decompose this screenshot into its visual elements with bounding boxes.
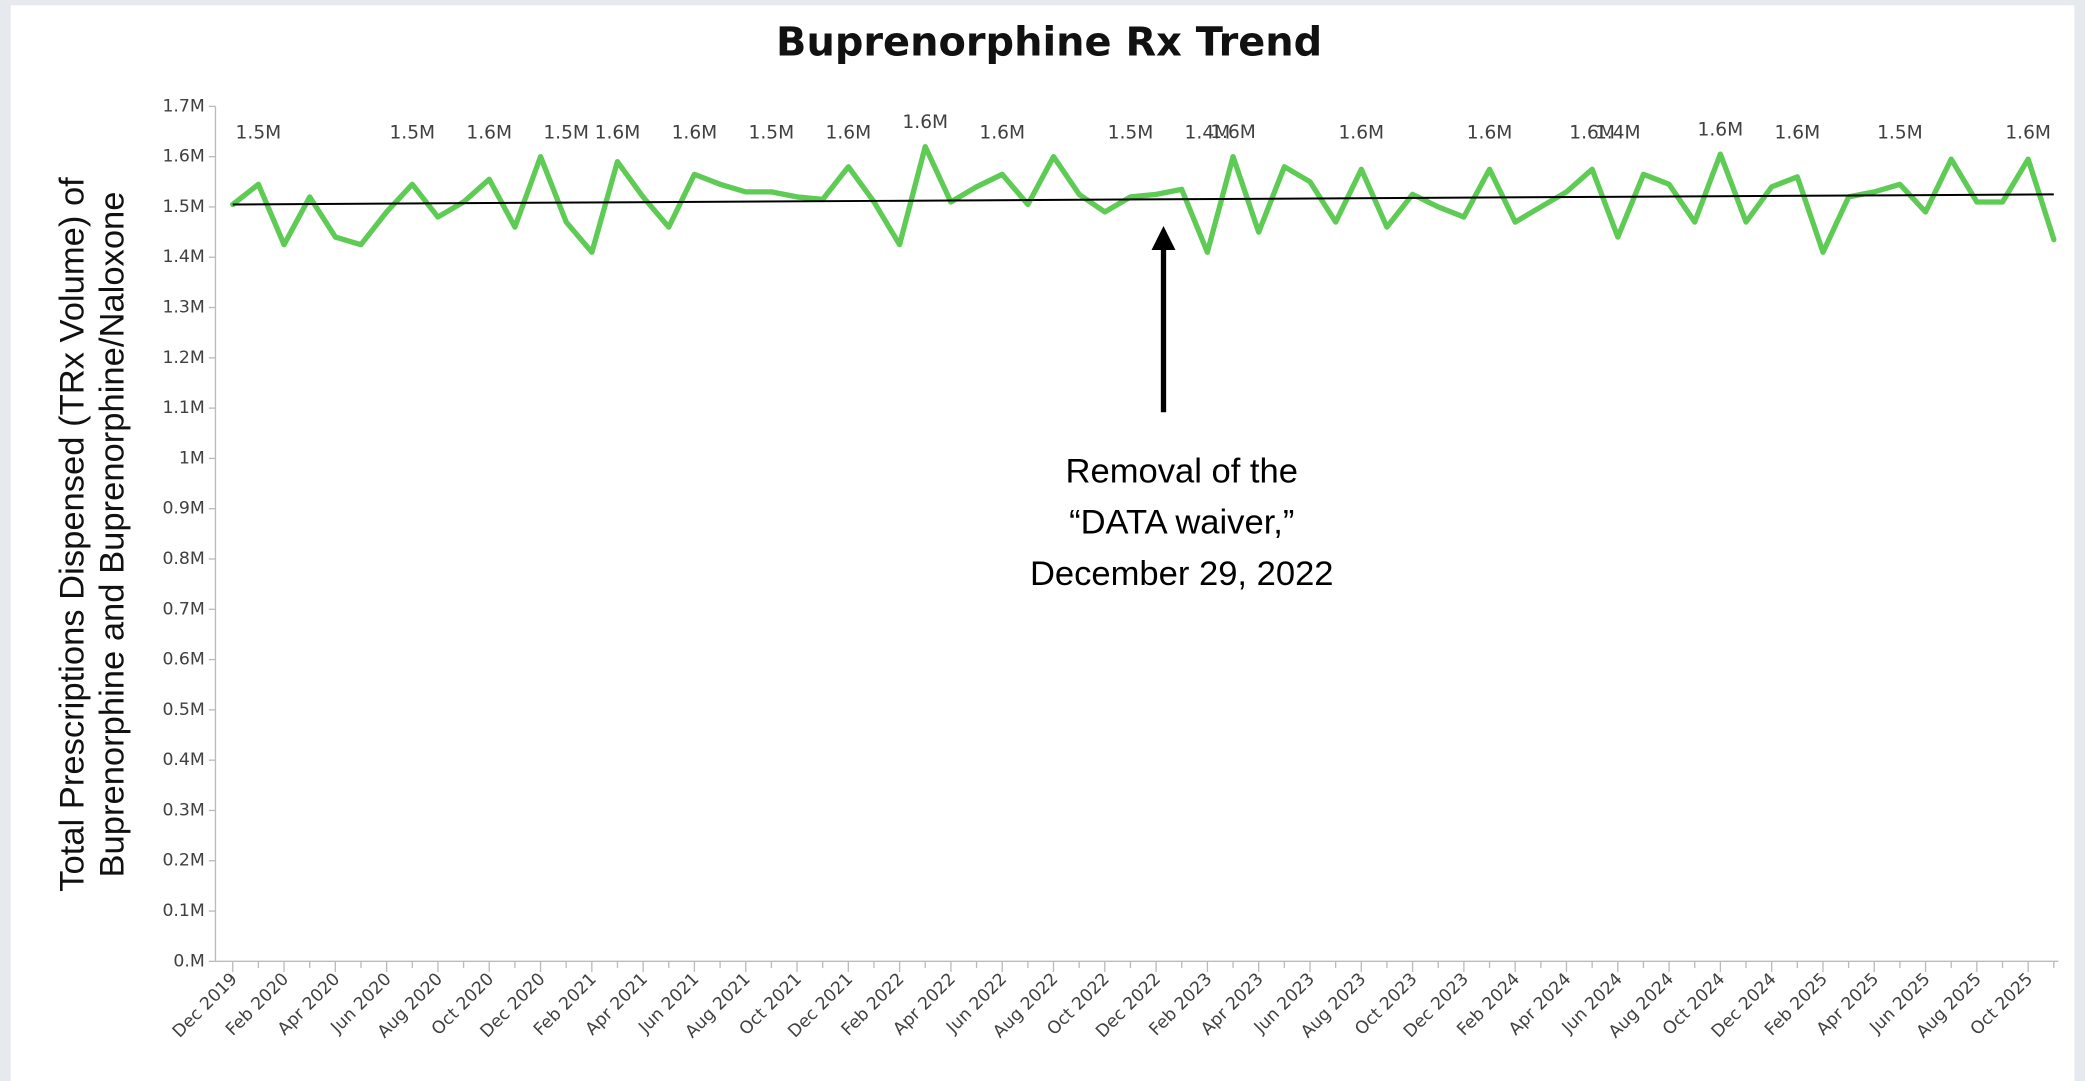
annotation-text: “DATA waiver,” <box>1069 504 1294 542</box>
data-label: 1.6M <box>1210 122 1256 143</box>
chart-title: Buprenorphine Rx Trend <box>776 20 1322 66</box>
trend-line <box>232 193 2054 206</box>
data-label: 1.5M <box>543 122 589 143</box>
y-tick-label: 0.4M <box>162 750 204 770</box>
y-tick-label: 1.1M <box>162 398 204 418</box>
y-axis-title: Buprenorphine and Buprenorphine/Naloxone <box>94 192 132 878</box>
y-axis-title: Total Prescriptions Dispensed (TRx Volum… <box>54 177 92 892</box>
data-label: 1.6M <box>979 122 1025 143</box>
data-label: 1.6M <box>2005 122 2051 143</box>
data-label: 1.5M <box>389 122 435 143</box>
data-label: 1.6M <box>825 122 871 143</box>
y-tick-label: 0.5M <box>162 700 204 720</box>
arrow-head <box>1151 226 1176 250</box>
y-tick-label: 1.4M <box>162 247 204 267</box>
data-label: 1.6M <box>1774 122 1820 143</box>
data-label: 1.6M <box>595 122 641 143</box>
data-label: 1.5M <box>749 122 795 143</box>
data-label: 1.6M <box>1467 122 1513 143</box>
data-label: 1.5M <box>1108 122 1154 143</box>
y-tick-label: 1.2M <box>162 348 204 368</box>
plot-panel <box>10 5 2075 1081</box>
data-label: 1.6M <box>1698 120 1744 141</box>
y-tick-label: 0.2M <box>162 851 204 871</box>
y-tick-label: 0.3M <box>162 800 204 820</box>
y-tick-label: 1.6M <box>162 147 204 167</box>
data-label: 1.6M <box>466 122 512 143</box>
data-label: 1.6M <box>1338 122 1384 143</box>
y-tick-label: 0.1M <box>162 901 204 921</box>
y-tick-label: 1.5M <box>162 197 204 217</box>
y-tick-label: 0.M <box>173 951 204 971</box>
y-tick-label: 0.6M <box>162 650 204 670</box>
annotation-text: December 29, 2022 <box>1030 555 1334 593</box>
y-tick-label: 1.7M <box>162 96 204 116</box>
data-label: 1.6M <box>902 112 948 133</box>
data-label: 1.5M <box>1877 122 1923 143</box>
data-label: 1.5M <box>236 122 282 143</box>
annotation-text: Removal of the <box>1066 452 1298 490</box>
y-tick-label: 1M <box>179 448 205 468</box>
data-line <box>230 144 2057 255</box>
y-tick-label: 1.3M <box>162 298 204 318</box>
data-label: 1.4M <box>1185 122 1231 143</box>
data-label: 1.6M <box>1569 122 1615 143</box>
annotation <box>1151 226 1176 413</box>
y-tick-label: 0.7M <box>162 599 204 619</box>
y-tick-label: 0.9M <box>162 499 204 519</box>
y-tick-label: 0.8M <box>162 549 204 569</box>
data-label: 1.4M <box>1595 122 1641 143</box>
data-label: 1.6M <box>672 122 718 143</box>
